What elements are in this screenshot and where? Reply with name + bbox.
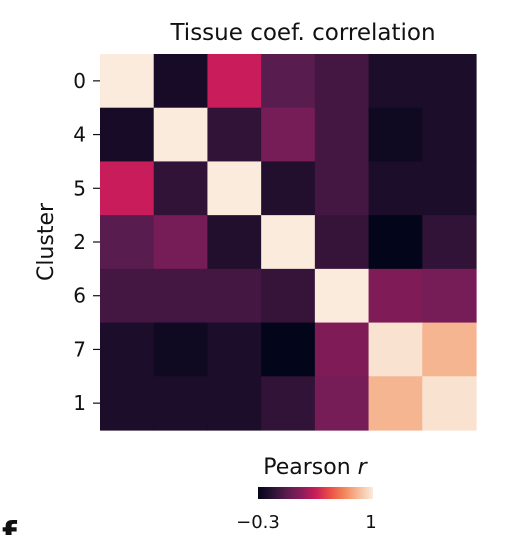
heatmap-cell-7-6 xyxy=(422,322,477,377)
heatmap-cell-5-4 xyxy=(314,161,370,216)
chart-title: Tissue coef. correlation xyxy=(169,20,435,46)
heatmap-cell-4-6 xyxy=(422,107,477,163)
heatmap-cell-5-0 xyxy=(100,161,155,216)
heatmap-cell-4-5 xyxy=(368,107,423,163)
heatmap-cell-2-5 xyxy=(368,215,423,270)
heatmap-cell-6-2 xyxy=(207,268,262,324)
heatmap-cell-7-2 xyxy=(207,322,262,377)
y-tick-labels: 0 4 5 2 6 7 1 xyxy=(73,69,100,415)
heatmap-cell-0-2 xyxy=(207,54,262,109)
y-tick-label-7: 7 xyxy=(73,337,86,361)
y-tick-label-4: 4 xyxy=(73,123,86,147)
colorbar-label: Pearson r xyxy=(263,455,368,480)
heatmap-cell-7-4 xyxy=(314,322,370,377)
heatmap-cell-1-3 xyxy=(261,376,316,431)
heatmap-cell-2-6 xyxy=(422,215,477,270)
heatmap-cell-7-3 xyxy=(261,322,316,377)
heatmap-cell-4-1 xyxy=(153,107,209,163)
heatmap-cell-6-1 xyxy=(153,268,209,324)
heatmap-cell-0-3 xyxy=(261,54,316,109)
heatmap-cell-5-1 xyxy=(153,161,209,216)
heatmap-cell-2-3 xyxy=(261,215,316,270)
heatmap-cell-0-0 xyxy=(100,54,155,109)
y-tick-label-6: 6 xyxy=(73,284,86,308)
heatmap-cell-1-2 xyxy=(207,376,262,431)
heatmap-cell-6-0 xyxy=(100,268,155,324)
colorbar-label-prefix: Pearson xyxy=(263,455,357,480)
heatmap-cell-4-2 xyxy=(207,107,262,163)
heatmap-cell-1-0 xyxy=(100,376,155,431)
heatmap-cell-0-5 xyxy=(368,54,423,109)
panel-letter: f xyxy=(2,515,18,535)
heatmap-cell-6-3 xyxy=(261,268,316,324)
y-tick-label-0: 0 xyxy=(73,69,86,93)
heatmap-cell-6-5 xyxy=(368,268,423,324)
heatmap-cell-1-4 xyxy=(314,376,370,431)
heatmap-cell-2-1 xyxy=(153,215,209,270)
heatmap-cell-2-4 xyxy=(314,215,370,270)
heatmap-cell-4-4 xyxy=(314,107,370,163)
heatmap-cell-7-5 xyxy=(368,322,423,377)
heatmap-cell-6-6 xyxy=(422,268,477,324)
heatmap-cell-4-3 xyxy=(261,107,316,163)
heatmap-cell-2-2 xyxy=(207,215,262,270)
heatmap-cell-7-0 xyxy=(100,322,155,377)
y-axis-label: Cluster xyxy=(34,202,59,281)
heatmap-cell-5-6 xyxy=(422,161,477,216)
heatmap-cell-5-2 xyxy=(207,161,262,216)
y-tick-label-5: 5 xyxy=(73,176,86,200)
heatmap-cell-4-0 xyxy=(100,107,155,163)
heatmap-cell-5-3 xyxy=(261,161,316,216)
heatmap-cell-0-4 xyxy=(314,54,370,109)
colorbar xyxy=(258,487,373,499)
heatmap-cell-0-1 xyxy=(153,54,209,109)
heatmap-cell-1-5 xyxy=(368,376,423,431)
heatmap-cell-7-1 xyxy=(153,322,209,377)
y-tick-label-1: 1 xyxy=(73,391,86,415)
colorbar-label-variable: r xyxy=(358,455,369,480)
heatmap-cell-2-0 xyxy=(100,215,155,270)
heatmap-cell-0-6 xyxy=(422,54,477,109)
heatmap-cells xyxy=(100,54,477,431)
colorbar-min-tick: −0.3 xyxy=(236,512,280,533)
heatmap-cell-1-1 xyxy=(153,376,209,431)
colorbar-max-tick: 1 xyxy=(365,512,376,533)
heatmap-cell-6-4 xyxy=(314,268,370,324)
heatmap-cell-1-6 xyxy=(422,376,477,431)
heatmap-cell-5-5 xyxy=(368,161,423,216)
y-tick-label-2: 2 xyxy=(73,230,86,254)
